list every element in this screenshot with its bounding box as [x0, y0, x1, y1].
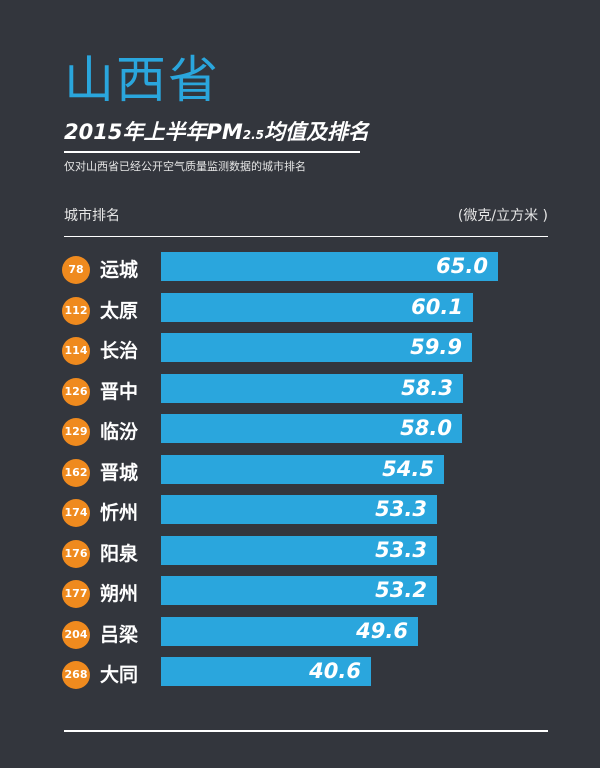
city-label: 阳泉 — [100, 542, 139, 565]
city-label: 太原 — [100, 299, 139, 322]
chart-subtitle: 2015年上半年PM2.5均值及排名 — [64, 118, 369, 149]
pm25-bar — [161, 414, 462, 443]
value-label: 53.3 — [375, 537, 427, 562]
value-label: 49.6 — [356, 618, 408, 643]
city-label: 忻州 — [100, 502, 139, 524]
column-header-unit: (微克/立方米 ) — [457, 208, 548, 224]
pm25-bar — [161, 535, 437, 565]
chart-row: 114 长治 59.9 — [0, 331, 600, 371]
chart-row: 126 晋中 58.3 — [0, 372, 600, 412]
value-label: 58.0 — [400, 416, 452, 440]
rank-badge: 129 — [62, 418, 90, 446]
chart-row: 162 晋城 54.5 — [0, 453, 600, 493]
city-label: 朔州 — [100, 583, 139, 605]
pm25-bar — [161, 454, 444, 484]
subtitle-main: 2015年上半年PM — [64, 120, 243, 144]
value-label: 53.3 — [375, 497, 427, 521]
chart-row: 78 运城 65.0 — [0, 250, 600, 290]
city-label: 运城 — [100, 259, 139, 281]
chart-note: 仅对山西省已经公开空气质量监测数据的城市排名 — [64, 160, 306, 173]
pm25-bar — [161, 373, 463, 403]
rank-badge: 204 — [62, 620, 90, 649]
pm25-bar — [161, 576, 437, 605]
title-underline — [64, 151, 360, 153]
rank-badge: 112 — [62, 296, 90, 325]
value-label: 40.6 — [309, 659, 361, 683]
value-label: 59.9 — [410, 335, 462, 359]
pm25-bar — [161, 495, 437, 524]
value-label: 54.5 — [382, 456, 434, 481]
rank-badge: 268 — [62, 661, 90, 689]
pm25-bar — [161, 252, 498, 281]
value-label: 60.1 — [411, 294, 463, 319]
chart-row: 176 阳泉 53.3 — [0, 534, 600, 574]
pm25-bar — [161, 333, 472, 362]
subtitle-subscript: 2.5 — [242, 128, 265, 142]
city-label: 晋城 — [100, 461, 139, 484]
chart-row: 129 临汾 58.0 — [0, 412, 600, 452]
chart-row: 174 忻州 53.3 — [0, 493, 600, 533]
city-label: 晋中 — [100, 380, 139, 403]
column-header-city-rank: 城市排名 — [64, 208, 120, 224]
chart-row: 268 大同 40.6 — [0, 655, 600, 695]
bottom-divider — [64, 730, 548, 732]
rank-badge: 126 — [62, 377, 90, 406]
rank-badge: 177 — [62, 580, 90, 608]
pm25-bar — [161, 292, 473, 322]
value-label: 53.2 — [375, 578, 427, 602]
rank-badge: 176 — [62, 539, 90, 568]
pm25-bar — [161, 616, 418, 646]
city-label: 长治 — [100, 340, 139, 362]
city-label: 临汾 — [100, 421, 139, 443]
pm25-bar — [161, 657, 371, 686]
chart-row: 204 吕梁 49.6 — [0, 615, 600, 655]
rank-badge: 174 — [62, 499, 90, 527]
city-label: 大同 — [100, 664, 139, 686]
rank-badge: 114 — [62, 337, 90, 365]
value-label: 58.3 — [401, 375, 453, 400]
chart-row: 112 太原 60.1 — [0, 291, 600, 331]
header-divider — [64, 236, 548, 237]
province-title: 山西省 — [64, 51, 220, 109]
rank-badge: 162 — [62, 458, 90, 487]
subtitle-tail: 均值及排名 — [264, 120, 370, 144]
chart-row: 177 朔州 53.2 — [0, 574, 600, 614]
rank-badge: 78 — [62, 256, 90, 284]
value-label: 65.0 — [436, 254, 488, 278]
city-label: 吕梁 — [100, 623, 139, 646]
